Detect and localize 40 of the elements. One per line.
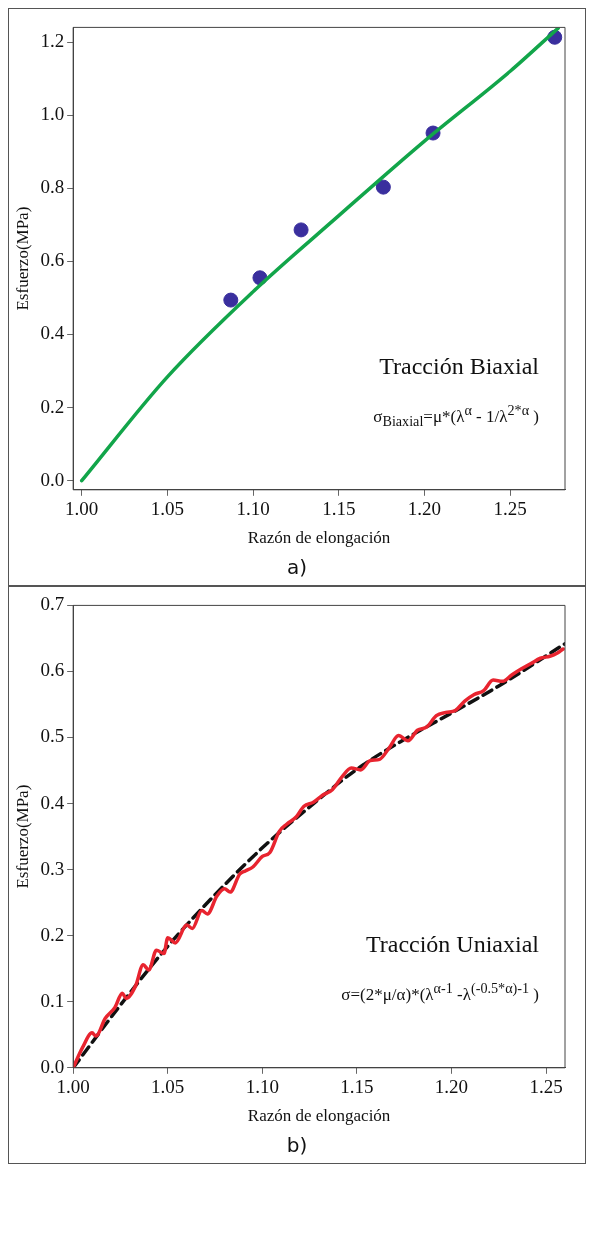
annotation: σ=(2*μ/α)*(λ$^{α-1}$ -λ$^{(-0.5*α)-1}$ ) [341, 979, 539, 1005]
x-tick-label: 1.20 [407, 498, 442, 520]
x-tick-label: 1.15 [322, 498, 356, 520]
y-tick-label: 0.0 [40, 468, 65, 490]
x-tick-label: 1.10 [236, 498, 270, 520]
x-tick-label: 1.25 [493, 498, 527, 520]
point [375, 179, 391, 195]
y-tick-label: 1.2 [40, 30, 65, 52]
y-tick-label: 0.2 [40, 923, 65, 945]
text: a) [285, 555, 309, 579]
x-tick-label: 1.25 [529, 1076, 563, 1098]
y-tick-label: 0.6 [40, 249, 65, 271]
y-tick-label: 0.3 [40, 857, 65, 879]
y-tick-label: 1.0 [40, 103, 65, 125]
annotation: Tracción Biaxial [379, 353, 539, 381]
y-tick-label: 0.5 [40, 725, 65, 747]
x-axis-title: Razón de elongación [247, 528, 391, 548]
x-tick-label: 1.00 [56, 1076, 90, 1098]
y-tick-label: 0.6 [40, 659, 65, 681]
point [293, 222, 309, 238]
y-tick-label: 0.4 [40, 791, 65, 813]
y-tick-label: 0.4 [40, 322, 65, 344]
x-axis-title: Razón de elongación [247, 1106, 391, 1126]
text: b) [285, 1133, 309, 1157]
y-tick-label: 0.7 [40, 593, 65, 615]
x-tick-label: 1.15 [340, 1076, 374, 1098]
x-tick-label: 1.05 [150, 498, 185, 520]
x-tick-label: 1.05 [151, 1076, 185, 1098]
y-axis-title: Esfuerzo(MPa) [12, 784, 32, 889]
y-tick-label: 0.8 [40, 176, 65, 198]
annotation: σ$_{Biaxial}$=μ*(λ$^{α}$ - 1/λ$^{2*α}$ ) [373, 401, 539, 430]
annotation: Tracción Uniaxial [365, 931, 539, 959]
x-tick-label: 1.00 [65, 498, 99, 520]
point [223, 292, 239, 308]
y-tick-label: 0.2 [40, 395, 65, 417]
y-axis-title: Esfuerzo(MPa) [12, 206, 32, 311]
x-tick-label: 1.10 [245, 1076, 279, 1098]
y-tick-label: 0.0 [40, 1055, 65, 1077]
x-tick-label: 1.20 [434, 1076, 469, 1098]
y-tick-label: 0.1 [40, 989, 65, 1011]
